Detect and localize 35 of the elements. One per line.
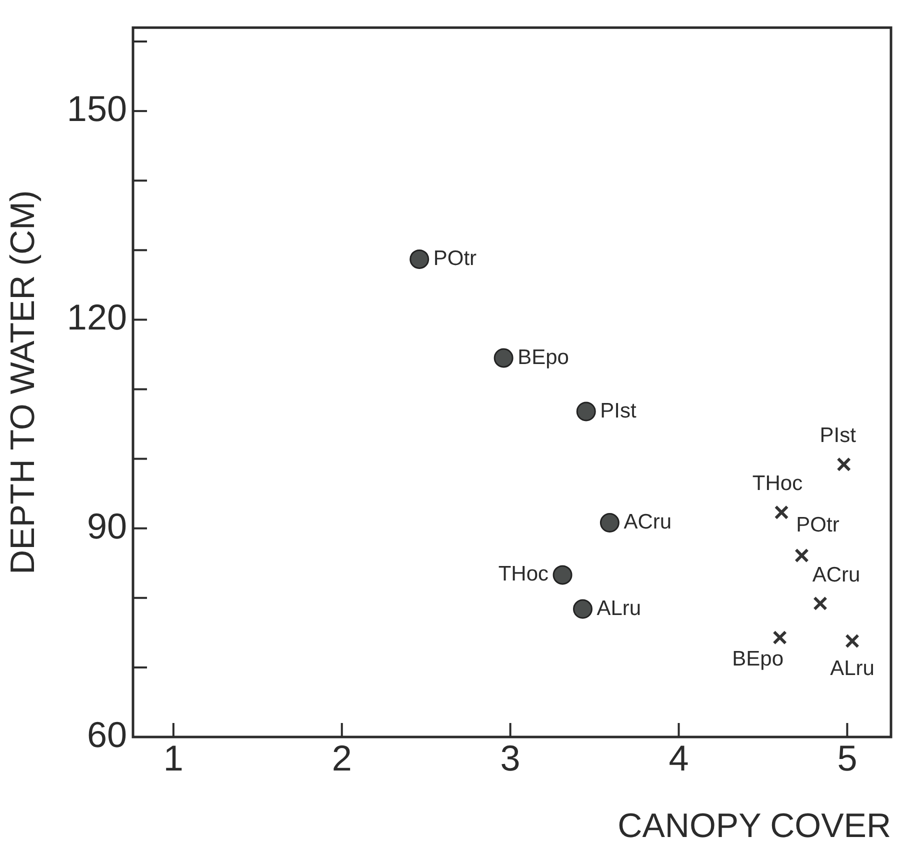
annotation: THoc	[752, 472, 803, 496]
point	[576, 402, 596, 422]
annotation: THoc	[498, 562, 549, 586]
x-tick-label: 2	[332, 738, 352, 779]
point	[772, 630, 787, 645]
annotation: ALru	[596, 596, 642, 620]
y-tick-label: 60	[86, 714, 127, 755]
annotation: ACru	[812, 563, 860, 586]
annotation: ACru	[624, 510, 672, 534]
point	[845, 634, 860, 648]
point	[410, 249, 430, 269]
y-axis-title: DEPTH TO WATER (CM)	[4, 190, 42, 574]
point	[813, 596, 828, 611]
point	[552, 565, 572, 585]
x-tick-label: 1	[163, 738, 184, 779]
x-axis-title: CANOPY COVER	[618, 806, 891, 845]
point	[774, 505, 789, 520]
annotation: BEpo	[732, 647, 784, 670]
annotation: PIst	[820, 424, 856, 448]
annotation: POtr	[433, 246, 477, 270]
point	[494, 348, 514, 368]
y-tick-label: 90	[86, 505, 127, 546]
annotation: BEpo	[518, 346, 569, 369]
point	[600, 513, 620, 533]
annotation: POtr	[796, 513, 840, 536]
y-tick-label: 150	[66, 88, 127, 129]
x-tick-label: 4	[668, 738, 689, 779]
y-tick-label: 120	[66, 296, 127, 338]
x-tick-label: 5	[837, 738, 858, 779]
point	[572, 599, 592, 619]
annotation: PIst	[600, 399, 636, 422]
annotation: ALru	[830, 656, 874, 680]
point	[836, 457, 851, 472]
point	[794, 548, 809, 563]
x-tick-label: 3	[500, 738, 520, 779]
